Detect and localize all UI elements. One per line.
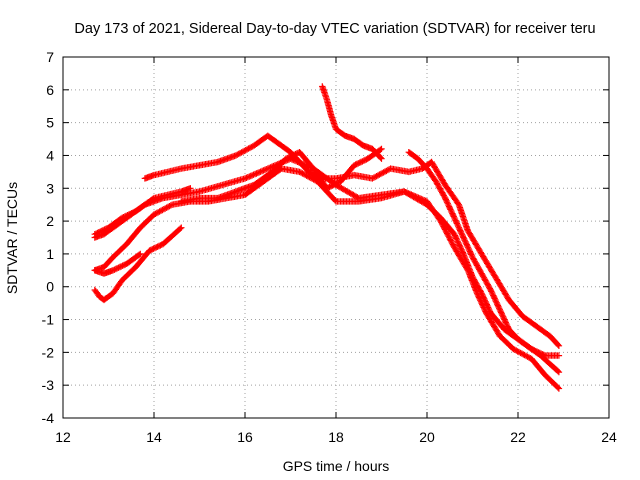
data-series-8 <box>319 83 385 162</box>
y-tick-label: -2 <box>42 344 55 360</box>
y-tick-label: 3 <box>46 180 54 196</box>
data-markers <box>319 83 385 162</box>
y-axis-label: SDTVAR / TECUs <box>4 182 20 294</box>
x-tick-label: 24 <box>601 429 617 445</box>
data-markers <box>91 224 185 304</box>
y-tick-label: 7 <box>46 49 54 65</box>
data-series-9 <box>405 149 563 359</box>
data-series-4 <box>91 250 144 277</box>
data-markers <box>141 132 563 349</box>
y-tick-label: 2 <box>46 213 54 229</box>
x-tick-label: 12 <box>55 429 71 445</box>
data-markers <box>405 149 563 359</box>
y-tick-label: 1 <box>46 246 54 262</box>
y-tick-label: 6 <box>46 82 54 98</box>
y-tick-label: 4 <box>46 147 54 163</box>
data-markers <box>178 145 385 205</box>
y-tick-label: -3 <box>42 377 55 393</box>
x-tick-label: 22 <box>510 429 526 445</box>
data-series-7 <box>178 145 385 205</box>
y-tick-label: 0 <box>46 279 54 295</box>
y-tick-label: 5 <box>46 115 54 131</box>
chart-title: Day 173 of 2021, Sidereal Day-to-day VTE… <box>74 21 595 37</box>
x-tick-label: 18 <box>328 429 344 445</box>
data-layer <box>91 83 563 392</box>
data-series-6 <box>141 132 563 349</box>
data-markers <box>91 250 144 277</box>
x-axis-label: GPS time / hours <box>283 458 390 474</box>
grid <box>63 57 609 418</box>
y-tick-label: -1 <box>42 312 55 328</box>
y-tick-label: -4 <box>42 410 55 426</box>
x-tick-label: 20 <box>419 429 435 445</box>
data-series-5 <box>91 224 185 304</box>
x-tick-label: 14 <box>146 429 162 445</box>
x-tick-label: 16 <box>237 429 253 445</box>
